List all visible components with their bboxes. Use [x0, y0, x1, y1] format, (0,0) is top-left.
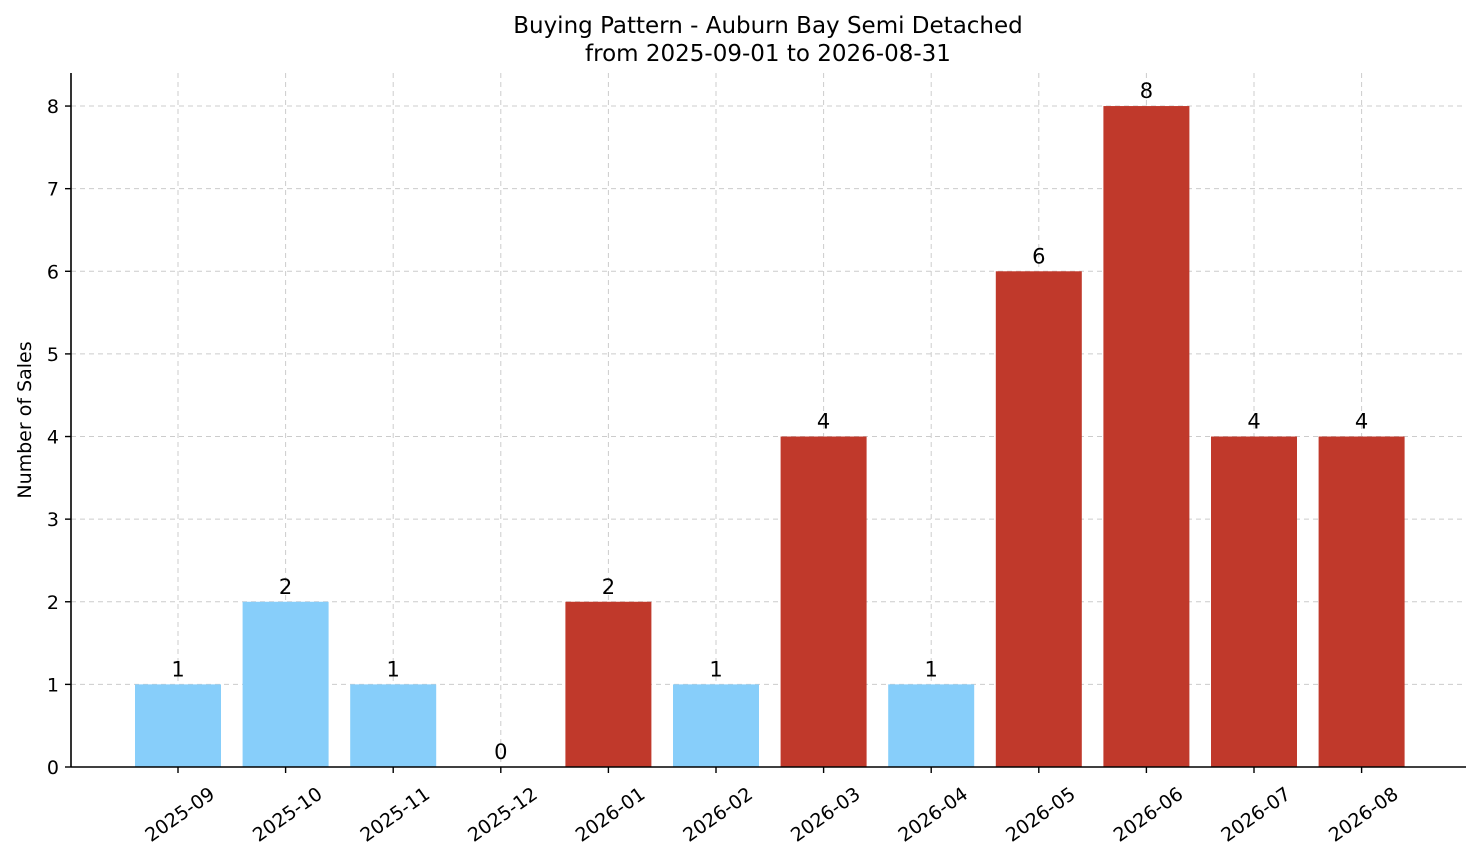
x-tick-label: 2025-10: [249, 783, 327, 847]
data-label: 4: [817, 410, 830, 434]
y-tick-label: 0: [47, 757, 59, 779]
x-tick-label: 2026-08: [1325, 783, 1403, 847]
data-label: 1: [387, 657, 400, 681]
y-tick-label: 4: [47, 427, 59, 449]
data-label: 0: [494, 740, 507, 764]
chart-subtitle: from 2025-09-01 to 2026-08-31: [585, 41, 951, 67]
bar: [565, 601, 652, 767]
x-tick-label: 2026-02: [679, 783, 757, 847]
bar: [995, 271, 1082, 767]
bars: [135, 106, 1405, 768]
bar: [888, 684, 975, 767]
bar: [350, 684, 437, 767]
data-label: 1: [925, 657, 938, 681]
y-tick-label: 2: [47, 592, 59, 614]
y-tick-label: 3: [47, 509, 59, 531]
bar: [673, 684, 759, 767]
data-label: 1: [709, 657, 722, 681]
y-tick-label: 8: [47, 96, 59, 118]
y-tick-label: 7: [47, 179, 59, 201]
bar: [780, 436, 867, 767]
y-axis-label: Number of Sales: [14, 341, 36, 498]
data-label: 4: [1355, 410, 1368, 434]
bar: [135, 684, 221, 767]
bar: [1318, 436, 1405, 767]
data-label: 1: [171, 657, 184, 681]
y-tick-label: 6: [47, 261, 59, 283]
x-tick-label: 2026-05: [1002, 783, 1080, 847]
bar: [242, 601, 329, 767]
x-tick-label: 2026-04: [894, 783, 972, 847]
bar: [1211, 436, 1297, 767]
x-tick-label: 2026-07: [1217, 783, 1295, 847]
data-label: 4: [1247, 410, 1260, 434]
chart-title: Buying Pattern - Auburn Bay Semi Detache…: [513, 13, 1023, 39]
y-tick-label: 5: [47, 344, 59, 366]
x-tick-label: 2026-03: [787, 783, 865, 847]
x-tick-label: 2026-01: [572, 783, 650, 847]
value-labels: 1 2 1 0 2 1 4 1 6 8 4 4: [171, 79, 1368, 764]
x-tick-label: 2026-06: [1110, 783, 1188, 847]
data-label: 6: [1032, 244, 1045, 268]
data-label: 2: [279, 575, 292, 599]
x-tick-label: 2025-09: [141, 783, 219, 847]
x-tick-label: 2025-11: [356, 783, 434, 847]
bar: [1103, 106, 1190, 768]
y-tick-label: 1: [47, 674, 59, 696]
data-label: 8: [1140, 79, 1153, 103]
x-tick-label: 2025-12: [464, 783, 542, 847]
data-label: 2: [602, 575, 615, 599]
